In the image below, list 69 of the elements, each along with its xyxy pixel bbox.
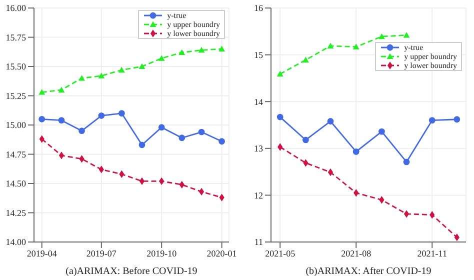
point	[58, 117, 65, 124]
y-tick-label: 15	[254, 50, 264, 60]
point	[118, 66, 125, 73]
x-tick-label: 2021-05	[265, 248, 296, 258]
x-tick-label: 2021-08	[341, 248, 372, 258]
point	[178, 134, 186, 142]
point	[404, 210, 410, 218]
point	[118, 110, 125, 116]
y-tick-label: 15.75	[6, 32, 26, 42]
legend-label: y-true	[167, 11, 186, 20]
x-tick-label: 2020-01	[206, 248, 237, 258]
x-tick-label: 2019-07	[86, 248, 117, 258]
y-tick-label: 14.25	[6, 208, 26, 218]
point	[78, 128, 85, 134]
point	[139, 177, 145, 185]
x-axis-title: (b)ARIMAX: After COVID-19	[306, 266, 432, 277]
point	[428, 117, 436, 124]
point	[198, 128, 205, 136]
point	[378, 33, 385, 40]
y-tick-label: 15.25	[6, 90, 26, 101]
point	[198, 188, 204, 196]
legend-label: y upper boundry	[167, 20, 220, 29]
point	[352, 44, 360, 50]
legend-label: y-true	[404, 43, 424, 52]
x-axis-title: (a)ARIMAX: Before COVID-19	[66, 266, 198, 277]
point	[454, 116, 460, 123]
y-tick-label: 16	[254, 3, 264, 14]
legend-label: y lower boundry	[167, 29, 220, 38]
point	[138, 142, 146, 148]
point	[327, 118, 334, 124]
point	[138, 63, 146, 70]
y-tick-label: 11	[254, 237, 263, 248]
y-tick-label: 15.00	[6, 120, 26, 130]
point	[98, 112, 105, 119]
y-tick-label: 14.75	[6, 149, 26, 160]
point	[158, 55, 165, 61]
legend-label: y lower boundry	[404, 61, 457, 70]
x-tick-label: 2019-10	[146, 248, 178, 258]
y-tick-label: 14	[254, 96, 264, 107]
point	[158, 124, 165, 131]
point	[38, 116, 46, 122]
y-tick-label: 13	[254, 144, 264, 154]
point	[276, 114, 284, 120]
point	[58, 152, 64, 160]
point	[302, 56, 309, 63]
point	[78, 75, 85, 81]
point	[328, 168, 334, 176]
point	[58, 86, 65, 92]
point	[352, 148, 360, 155]
point	[276, 70, 284, 77]
x-tick-label: 2019-04	[26, 248, 58, 258]
point	[327, 42, 334, 48]
point	[218, 46, 225, 52]
point	[302, 136, 309, 144]
point	[403, 158, 410, 166]
legend-label: y upper boundry	[404, 52, 457, 62]
point	[38, 89, 46, 95]
y-tick-label: 15.50	[6, 62, 26, 72]
y-tick-label: 14.50	[6, 178, 26, 189]
y-tick-label: 12	[254, 190, 263, 200]
x-tick-label: 2021-11	[417, 248, 447, 258]
point	[378, 128, 385, 135]
point	[198, 46, 205, 53]
point	[218, 138, 225, 145]
point	[178, 49, 186, 56]
y-tick-label: 16.00	[6, 3, 26, 14]
point	[98, 72, 105, 78]
point	[403, 32, 410, 38]
y-tick-label: 14.00	[6, 237, 26, 248]
